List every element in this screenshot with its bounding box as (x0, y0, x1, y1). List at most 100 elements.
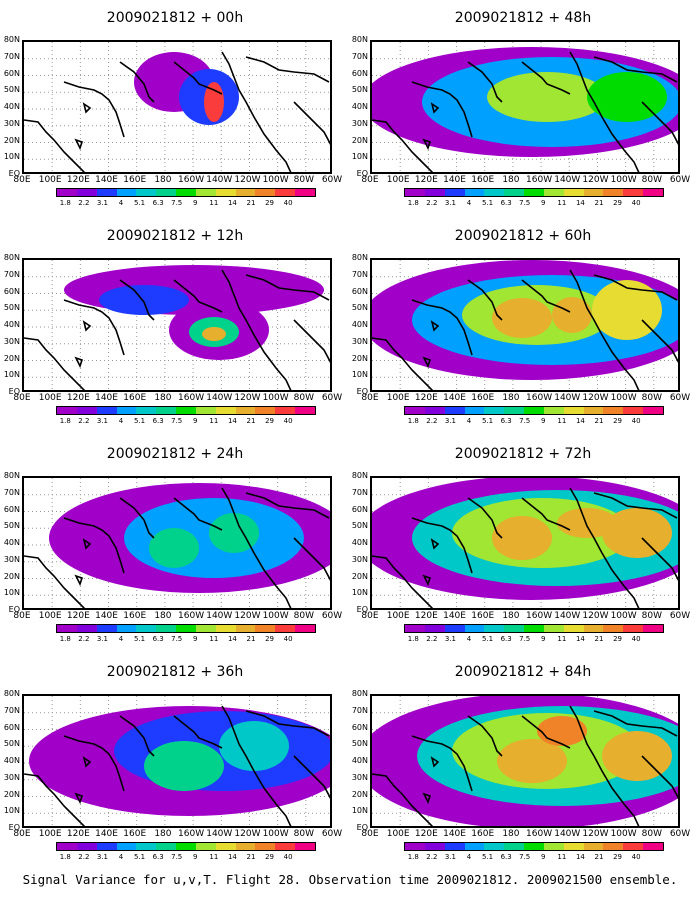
colorbar-swatch (76, 189, 97, 196)
colorbar-swatch (255, 189, 276, 196)
colorbar-swatch (57, 843, 77, 850)
colorbar-swatch (524, 189, 544, 196)
variance-region (492, 516, 552, 560)
colorbar-label: 9 (193, 635, 198, 643)
longitude-label: 140W (554, 611, 581, 621)
colorbar-swatch (295, 189, 315, 196)
colorbar-label: 14 (227, 635, 237, 643)
colorbar-swatch (215, 843, 236, 850)
colorbar-label: 2.2 (426, 417, 438, 425)
coastline (74, 138, 84, 151)
latitude-label: 20N (351, 571, 368, 581)
longitude-label: 60W (669, 829, 691, 839)
colorbar-swatch (235, 625, 256, 632)
colorbar-label: 1.8 (407, 417, 419, 425)
latitude-label: 40N (3, 756, 20, 765)
colorbar-swatch (76, 843, 97, 850)
colorbar-label: 9 (193, 853, 198, 861)
coastline (430, 102, 440, 114)
coastline (422, 574, 432, 587)
coastline (245, 274, 330, 301)
latitude-label: 40N (3, 538, 20, 547)
latitude-label: 30N (351, 336, 368, 346)
latitude-label: 70N (3, 269, 20, 279)
colorbar-swatch (603, 407, 624, 414)
latitude-label: 80N (3, 471, 20, 480)
colorbar-swatch (96, 843, 117, 850)
map-frame (370, 694, 680, 828)
latitude-label: 70N (3, 705, 20, 715)
colorbar-label: 3.1 (96, 199, 108, 207)
colorbar-swatch (464, 625, 485, 632)
latitude-label: 10N (3, 588, 20, 598)
colorbar-label: 14 (227, 417, 237, 425)
longitude-label: 140W (206, 175, 233, 185)
latitude-label: 70N (3, 51, 20, 61)
colorbar-label: 4 (118, 853, 124, 861)
latitude-label: 60N (3, 286, 20, 296)
latitude-label: 30N (3, 118, 20, 128)
latitude-label: 40N (3, 320, 20, 329)
latitude-label: 50N (351, 85, 368, 95)
colorbar-swatch (195, 625, 216, 632)
colorbar-label: 11 (557, 199, 567, 207)
map-svg (372, 42, 678, 172)
latitude-label: 40N (351, 320, 368, 329)
coastline (221, 269, 292, 390)
longitude-label: 160W (526, 611, 553, 621)
colorbar-label: 2.2 (78, 199, 90, 207)
map-svg (24, 260, 330, 390)
coastline (63, 517, 125, 574)
longitude-label: 160W (178, 611, 205, 621)
colorbar-swatch (76, 407, 97, 414)
latitude-label: 60N (3, 504, 20, 514)
colorbar-label: 11 (557, 417, 567, 425)
colorbar-label: 14 (575, 853, 585, 861)
longitude-label: 160E (123, 829, 147, 839)
colorbar-swatch (444, 189, 465, 196)
latitude-label: 80N (3, 253, 20, 262)
colorbar-swatch (57, 625, 77, 632)
colorbar-label: 21 (594, 635, 604, 643)
colorbar-swatch (623, 625, 644, 632)
colorbar-swatch (643, 625, 663, 632)
longitude-label: 120E (414, 829, 438, 839)
colorbar-swatch (156, 625, 177, 632)
colorbar-swatch (215, 407, 236, 414)
colorbar-swatch (484, 843, 505, 850)
longitude-label: 140E (443, 175, 466, 185)
colorbar-swatch (623, 407, 644, 414)
colorbar-swatch (444, 843, 465, 850)
colorbar-swatch (424, 843, 445, 850)
colorbar-label: 11 (209, 417, 219, 425)
coastline (173, 497, 223, 531)
colorbar-label: 1.8 (407, 635, 419, 643)
colorbar-label: 7.5 (171, 853, 183, 861)
longitude-label: 80W (641, 829, 662, 839)
latitude-label: 80N (351, 471, 368, 480)
latitude-label: EQ (8, 823, 20, 832)
colorbar (404, 406, 664, 415)
colorbar-swatch (484, 189, 505, 196)
colorbar-label: 14 (575, 417, 585, 425)
colorbar-label: 5.1 (481, 199, 494, 207)
coastline (24, 337, 86, 390)
colorbar-swatch (504, 625, 525, 632)
longitude-label: 60W (669, 611, 691, 621)
colorbar-label: 2.2 (426, 199, 438, 207)
longitude-label: 120W (582, 611, 609, 621)
colorbar-swatch (464, 843, 485, 850)
colorbar-swatch (405, 843, 425, 850)
variance-region (492, 298, 552, 338)
colorbar-swatch (57, 407, 77, 414)
colorbar-swatch (504, 843, 525, 850)
longitude-label: 160E (123, 611, 147, 621)
longitude-label: 120W (234, 829, 261, 839)
colorbar-swatch (464, 189, 485, 196)
latitude-label: 20N (351, 135, 368, 145)
longitude-label: 180 (502, 175, 520, 185)
latitude-label: 50N (351, 521, 368, 531)
coastline (293, 101, 330, 145)
colorbar-label: 7.5 (519, 417, 531, 425)
colorbar-label: 21 (594, 199, 604, 207)
